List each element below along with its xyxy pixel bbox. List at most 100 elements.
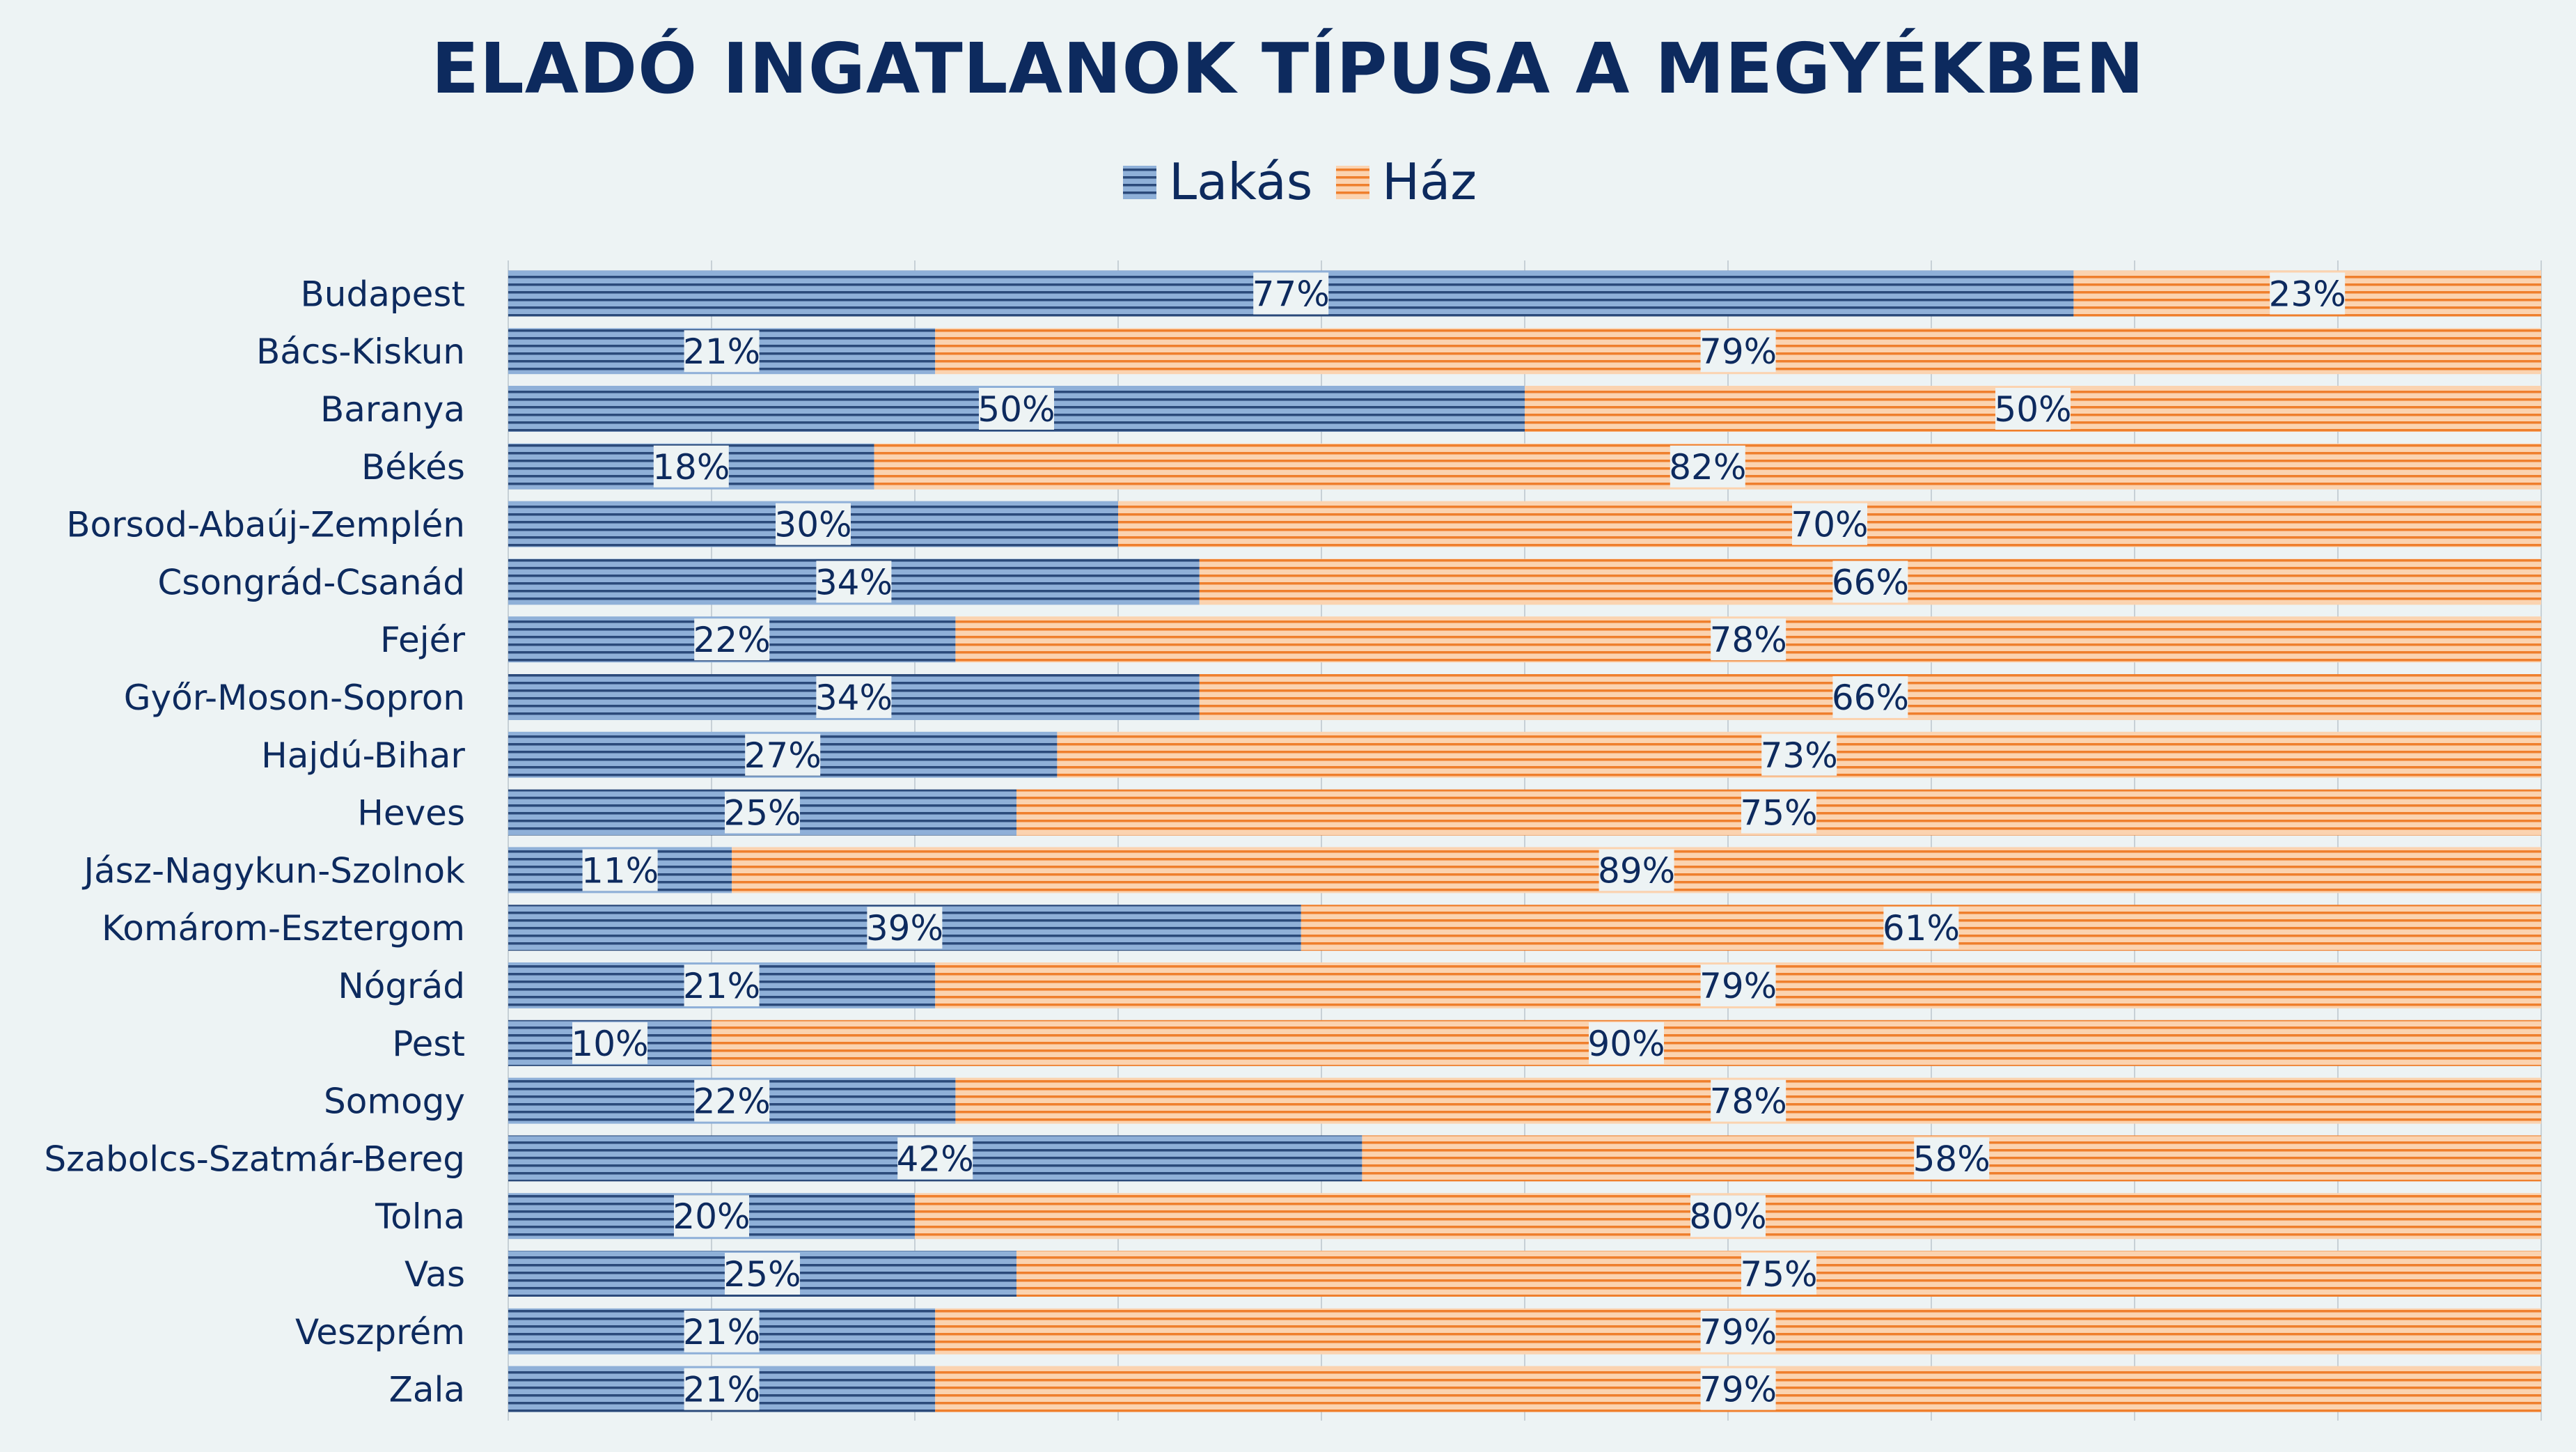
data-label-bg	[674, 1195, 749, 1238]
data-label-bg	[1995, 388, 2071, 430]
data-label: 79%	[1699, 1370, 1777, 1410]
data-label-bg	[1700, 1368, 1776, 1410]
data-label-bg	[684, 965, 760, 1006]
data-label-bg	[1711, 618, 1786, 661]
data-label-bg	[1700, 330, 1776, 373]
data-label-bg	[694, 1079, 770, 1122]
data-label: 90%	[1587, 1024, 1665, 1064]
category-label: Pest	[392, 1024, 465, 1064]
category-label: Békés	[361, 447, 465, 487]
data-label: 39%	[866, 908, 943, 949]
data-label-bg	[1700, 1310, 1776, 1352]
data-label: 80%	[1689, 1196, 1766, 1237]
data-label-bg	[572, 1022, 647, 1064]
data-label: 25%	[723, 793, 801, 834]
category-label: Fejér	[380, 620, 465, 660]
data-label: 21%	[683, 1370, 760, 1410]
category-label: Veszprém	[295, 1312, 465, 1352]
category-label: Győr-Moson-Sopron	[124, 678, 465, 718]
category-label: Borsod-Abaúj-Zemplén	[66, 505, 465, 545]
data-label: 27%	[744, 735, 822, 776]
data-label: 50%	[1994, 389, 2071, 430]
data-label: 58%	[1913, 1139, 1990, 1179]
legend-label: Ház	[1382, 153, 1477, 211]
data-label-bg	[1741, 791, 1816, 834]
data-label: 66%	[1832, 678, 1909, 718]
data-label-bg	[745, 733, 821, 776]
data-label-bg	[897, 1137, 973, 1180]
data-label: 79%	[1699, 331, 1777, 372]
category-label: Hajdú-Bihar	[261, 735, 465, 776]
data-label-bg	[816, 561, 892, 603]
data-label: 73%	[1761, 735, 1838, 776]
data-label: 75%	[1740, 793, 1817, 834]
category-label: Tolna	[375, 1196, 465, 1237]
data-label-bg	[2270, 272, 2346, 315]
data-label-bg	[684, 1368, 760, 1410]
data-label: 21%	[683, 331, 760, 372]
data-label: 30%	[774, 505, 851, 545]
data-label-bg	[1711, 1079, 1786, 1122]
data-label: 70%	[1791, 505, 1868, 545]
legend-swatch	[1336, 166, 1369, 199]
data-label-bg	[653, 445, 729, 487]
data-label-bg	[684, 1310, 760, 1352]
data-label: 77%	[1252, 274, 1330, 314]
data-label: 34%	[815, 562, 893, 602]
data-label: 21%	[683, 966, 760, 1006]
category-label: Komárom-Esztergom	[102, 908, 465, 949]
data-label-bg	[582, 849, 658, 891]
category-label: Somogy	[324, 1082, 465, 1122]
data-label: 78%	[1710, 620, 1787, 660]
category-label: Csongrád-Csanád	[157, 562, 465, 602]
data-label: 89%	[1598, 850, 1675, 891]
chart-title: ELADÓ INGATLANOK TÍPUSA A MEGYÉKBEN	[431, 28, 2145, 109]
data-label-bg	[1599, 849, 1674, 891]
data-label-bg	[1741, 1253, 1816, 1295]
data-label-bg	[694, 618, 770, 661]
data-label: 21%	[683, 1312, 760, 1352]
category-label: Baranya	[320, 389, 465, 430]
data-label-bg	[1914, 1137, 1990, 1180]
data-label-bg	[1832, 561, 1908, 603]
data-label: 66%	[1832, 562, 1909, 602]
data-label: 18%	[652, 447, 730, 487]
data-label-bg	[1883, 907, 1959, 949]
data-label-bg	[1700, 965, 1776, 1006]
data-label: 22%	[693, 1082, 771, 1122]
data-label: 23%	[2269, 274, 2346, 314]
data-label-bg	[725, 1253, 800, 1295]
data-label-bg	[1761, 733, 1837, 776]
category-label: Bács-Kiskun	[256, 331, 465, 372]
data-label: 22%	[693, 620, 771, 660]
data-label-bg	[1670, 445, 1745, 487]
data-label: 75%	[1740, 1254, 1817, 1295]
data-label-bg	[979, 388, 1054, 430]
data-label-bg	[1253, 272, 1329, 315]
category-label: Vas	[405, 1254, 465, 1295]
legend-swatch	[1123, 166, 1156, 199]
data-label: 61%	[1883, 908, 1960, 949]
data-label-bg	[1589, 1022, 1664, 1064]
data-label: 78%	[1710, 1082, 1787, 1122]
category-label: Zala	[389, 1370, 465, 1410]
legend-label: Lakás	[1169, 153, 1312, 211]
category-label: Szabolcs-Szatmár-Bereg	[44, 1139, 465, 1179]
category-label: Heves	[357, 793, 465, 834]
data-label-bg	[816, 676, 892, 718]
data-label-bg	[1792, 503, 1867, 545]
data-label: 10%	[571, 1024, 648, 1064]
data-label-bg	[684, 330, 760, 373]
data-label-bg	[1690, 1195, 1766, 1238]
data-label-bg	[776, 503, 851, 545]
data-label: 25%	[723, 1254, 801, 1295]
data-label: 79%	[1699, 1312, 1777, 1352]
data-label-bg	[867, 907, 943, 949]
data-label-bg	[725, 791, 800, 834]
data-label: 20%	[673, 1196, 750, 1237]
data-label: 11%	[581, 850, 659, 891]
data-label-bg	[1832, 676, 1908, 718]
category-label: Jász-Nagykun-Szolnok	[81, 850, 465, 891]
